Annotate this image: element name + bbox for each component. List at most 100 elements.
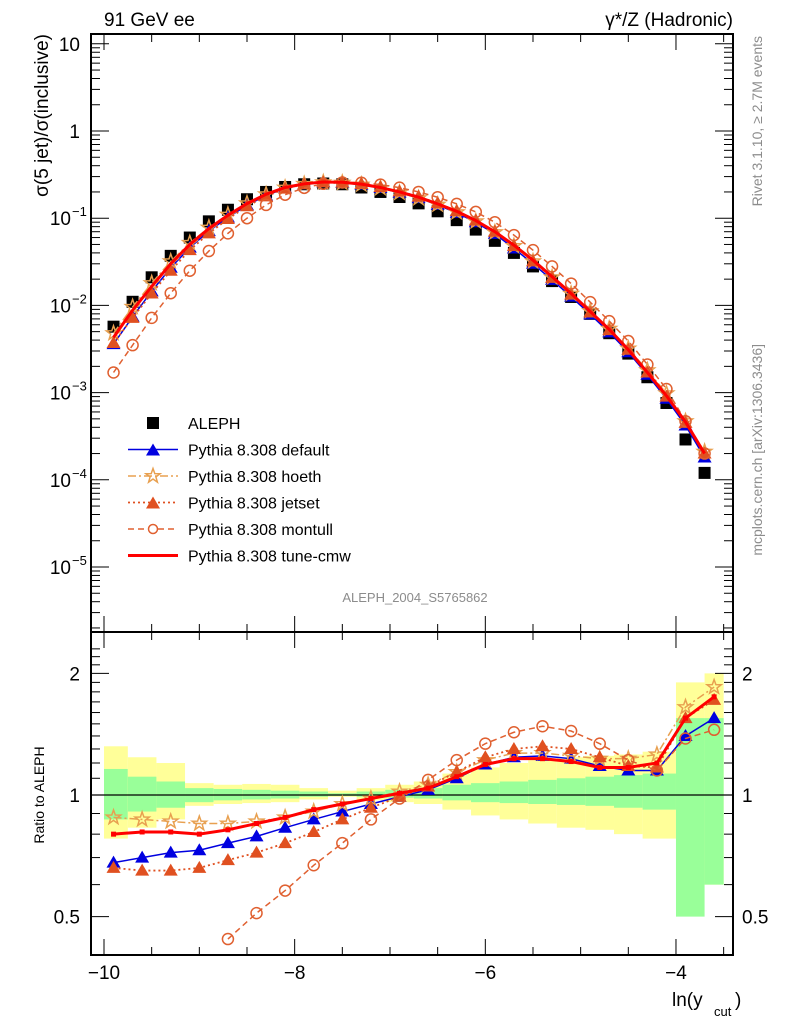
y-tick-label: 10 — [50, 384, 71, 405]
ratio-point — [425, 785, 431, 791]
ratio-point — [511, 756, 517, 762]
ratio-y-axis-label: Ratio to ALEPH — [31, 746, 47, 843]
mc-point — [240, 211, 254, 225]
ratio-point — [504, 743, 524, 761]
ratio-y-tick-label-right: 0.5 — [742, 908, 768, 929]
ratio-point — [454, 774, 460, 780]
legend-item: Pythia 8.308 tune-cmw — [128, 549, 351, 566]
ratio-point — [104, 807, 123, 826]
analysis-label: ALEPH_2004_S5765862 — [342, 590, 487, 605]
ratio-point — [339, 801, 345, 807]
mc-point — [183, 264, 197, 277]
mc-point — [126, 338, 139, 352]
band-stat — [642, 773, 676, 810]
mc-point — [163, 263, 178, 276]
ratio-series-montull — [221, 719, 721, 946]
ratio-point — [161, 811, 181, 830]
legend-label: Pythia 8.308 tune-cmw — [188, 549, 351, 566]
main-series — [104, 172, 714, 479]
mc-point — [564, 277, 578, 290]
ratio-point — [254, 821, 260, 827]
mc-point — [507, 228, 521, 242]
mc-point — [278, 188, 292, 201]
x-axis-label-close: ) — [735, 990, 741, 1011]
mc-point — [622, 334, 635, 348]
mc-line — [112, 181, 706, 453]
ratio-point — [218, 813, 238, 832]
band-stat — [299, 791, 329, 797]
ratio-point — [135, 850, 150, 863]
ratio-point — [450, 753, 463, 767]
title-left: 91 GeV ee — [104, 10, 195, 31]
ratio-series — [104, 677, 724, 946]
ratio-point — [364, 813, 378, 826]
y-axis-label: σ(5 jet)/σ(inclusive) — [32, 34, 53, 197]
band-stat — [471, 783, 500, 803]
ratio-point — [278, 836, 293, 849]
data-series-aleph — [107, 177, 711, 479]
band-stat — [704, 718, 724, 885]
ratio-point — [221, 932, 235, 946]
ratio-line — [113, 686, 715, 825]
ratio-point — [679, 732, 692, 745]
legend-marker-star — [143, 466, 163, 484]
ratio-point — [196, 831, 202, 837]
mc-point — [107, 366, 120, 379]
ratio-point — [536, 719, 549, 733]
ratio-point — [168, 829, 174, 835]
title-right: γ*/Z (Hadronic) — [605, 10, 733, 31]
ratio-point — [335, 804, 350, 817]
ratio-y-tick-label-right: 1 — [742, 786, 753, 807]
ratio-point — [704, 677, 724, 695]
legend-marker-triangle — [146, 443, 160, 456]
data-point — [679, 433, 692, 446]
x-tick-label: −10 — [88, 963, 120, 984]
ratio-point — [192, 860, 207, 873]
ratio-point — [683, 715, 689, 721]
legend-item: Pythia 8.308 jetset — [128, 496, 320, 513]
band-stat — [556, 778, 586, 805]
mc-line — [112, 180, 706, 455]
band-stat — [614, 775, 643, 808]
mc-point — [450, 197, 463, 211]
ratio-point — [593, 737, 606, 750]
x-tick-label: −8 — [284, 963, 306, 984]
band-stat — [585, 776, 615, 806]
mc-point — [221, 227, 235, 240]
legend-marker-circle — [147, 523, 159, 535]
mc-point — [488, 215, 502, 229]
ratio-point — [220, 836, 235, 849]
ratio-point — [278, 820, 293, 833]
y-tick-label: 10 — [50, 209, 71, 230]
band-stat — [528, 779, 557, 804]
y-tick-label: 10 — [50, 471, 71, 492]
ratio-point — [336, 836, 349, 850]
ratio-point — [249, 845, 264, 858]
ratio-point — [421, 773, 435, 787]
ratio-line — [113, 699, 715, 872]
legend-label: Pythia 8.308 hoeth — [188, 469, 321, 486]
mc-point — [583, 295, 597, 309]
ratio-point — [397, 790, 403, 796]
ratio-point — [111, 831, 117, 837]
ratio-point — [282, 814, 288, 820]
main-frame — [90, 33, 734, 633]
band-stat — [675, 718, 705, 917]
ratio-point — [132, 809, 152, 828]
legend-marker-triangle — [146, 496, 160, 509]
mc-point — [125, 310, 140, 323]
ratio-point — [625, 764, 631, 770]
data-point — [698, 466, 711, 479]
y-tick-label: 10 — [59, 35, 80, 56]
ratio-y-tick-label-left: 0.5 — [54, 908, 80, 929]
ratio-point — [306, 824, 321, 837]
ratio-y-tick-label-right: 2 — [742, 664, 753, 685]
ratio-point — [707, 711, 722, 724]
ratio-point — [535, 739, 550, 752]
ratio-point — [249, 829, 264, 842]
legend-label: Pythia 8.308 montull — [188, 522, 333, 539]
mc-point — [164, 286, 177, 300]
ratio-point — [506, 741, 521, 754]
mc-point — [374, 178, 387, 191]
